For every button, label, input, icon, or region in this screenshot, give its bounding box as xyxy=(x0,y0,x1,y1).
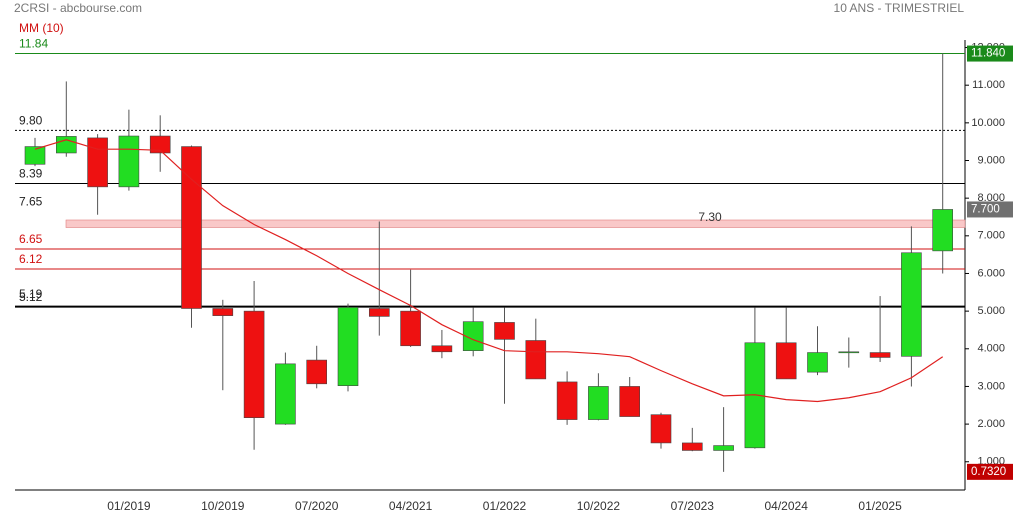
y-tick-label: 3.000 xyxy=(977,380,1005,392)
ma-legend: MM (10) xyxy=(19,21,64,35)
level-label: 7.65 xyxy=(19,195,43,209)
candle-body xyxy=(838,351,860,354)
candle-body xyxy=(681,442,703,451)
candle-body xyxy=(869,352,891,358)
level-label: 5.19 xyxy=(19,287,43,301)
x-tick-label: 04/2021 xyxy=(389,499,433,513)
zone-label: 7.30 xyxy=(698,210,722,224)
x-tick-label: 07/2023 xyxy=(671,499,715,513)
x-tick-label: 01/2022 xyxy=(483,499,527,513)
x-tick-label: 07/2020 xyxy=(295,499,339,513)
candle-body xyxy=(181,146,202,309)
candle-body xyxy=(494,322,515,340)
candle-body xyxy=(55,136,77,154)
level-label: 8.39 xyxy=(19,167,43,181)
candle-body xyxy=(775,342,797,380)
level-label: 11.84 xyxy=(19,37,48,51)
x-tick-label: 01/2025 xyxy=(858,499,902,513)
price-tag xyxy=(967,45,1013,62)
x-tick-label: 04/2024 xyxy=(765,499,809,513)
y-tick-label: 2.000 xyxy=(977,418,1005,430)
candle-body xyxy=(400,310,421,347)
y-tick-label: 6.000 xyxy=(977,267,1005,279)
candle-body xyxy=(275,363,296,425)
y-tick-label: 8.000 xyxy=(977,192,1005,204)
candle-body xyxy=(588,386,609,420)
price-tag xyxy=(967,201,1013,218)
candle-body xyxy=(713,445,734,451)
level-label: 6.65 xyxy=(19,232,43,246)
y-tick-label: 7.000 xyxy=(977,230,1005,242)
candle-body xyxy=(619,386,641,417)
price-tag-label: 7.700 xyxy=(971,203,1000,215)
candle-body xyxy=(650,414,672,444)
y-tick-label: 11.000 xyxy=(972,79,1005,91)
zone-band xyxy=(65,219,966,228)
moving-average xyxy=(34,139,944,403)
candle-body xyxy=(118,135,140,188)
y-tick-label: 5.000 xyxy=(977,305,1005,317)
candle-body xyxy=(149,135,171,154)
chart-title: 2CRSI - abcbourse.com xyxy=(14,1,142,15)
level-label: 6.12 xyxy=(19,252,43,266)
price-tag-label: 11.840 xyxy=(971,48,1005,60)
x-tick-label: 10/2019 xyxy=(201,499,245,513)
candle-body xyxy=(337,307,359,386)
x-tick-label: 01/2019 xyxy=(107,499,151,513)
candle-body xyxy=(212,308,234,316)
candle-body xyxy=(525,340,547,380)
candle-body xyxy=(431,345,453,353)
candle-body xyxy=(368,308,390,317)
candle-body xyxy=(87,137,108,188)
level-label: 9.80 xyxy=(19,114,43,128)
candle-body xyxy=(306,359,328,385)
level-label: 5.12 xyxy=(19,290,43,304)
candle-body xyxy=(932,209,954,252)
y-tick-label: 9.000 xyxy=(977,154,1005,166)
candle-body xyxy=(243,310,265,418)
price-tag-label: 0.7320 xyxy=(971,466,1006,478)
candle-body xyxy=(807,352,828,373)
candle-body xyxy=(556,381,578,420)
x-tick-label: 10/2022 xyxy=(577,499,621,513)
chart-subtitle: 10 ANS - TRIMESTRIEL xyxy=(834,1,965,15)
candle-body xyxy=(24,146,46,165)
price-tag xyxy=(967,463,1013,480)
candle-body xyxy=(901,252,922,357)
y-tick-label: 10.000 xyxy=(971,117,1005,129)
candle-body xyxy=(462,321,484,351)
y-tick-label: 4.000 xyxy=(977,343,1005,355)
